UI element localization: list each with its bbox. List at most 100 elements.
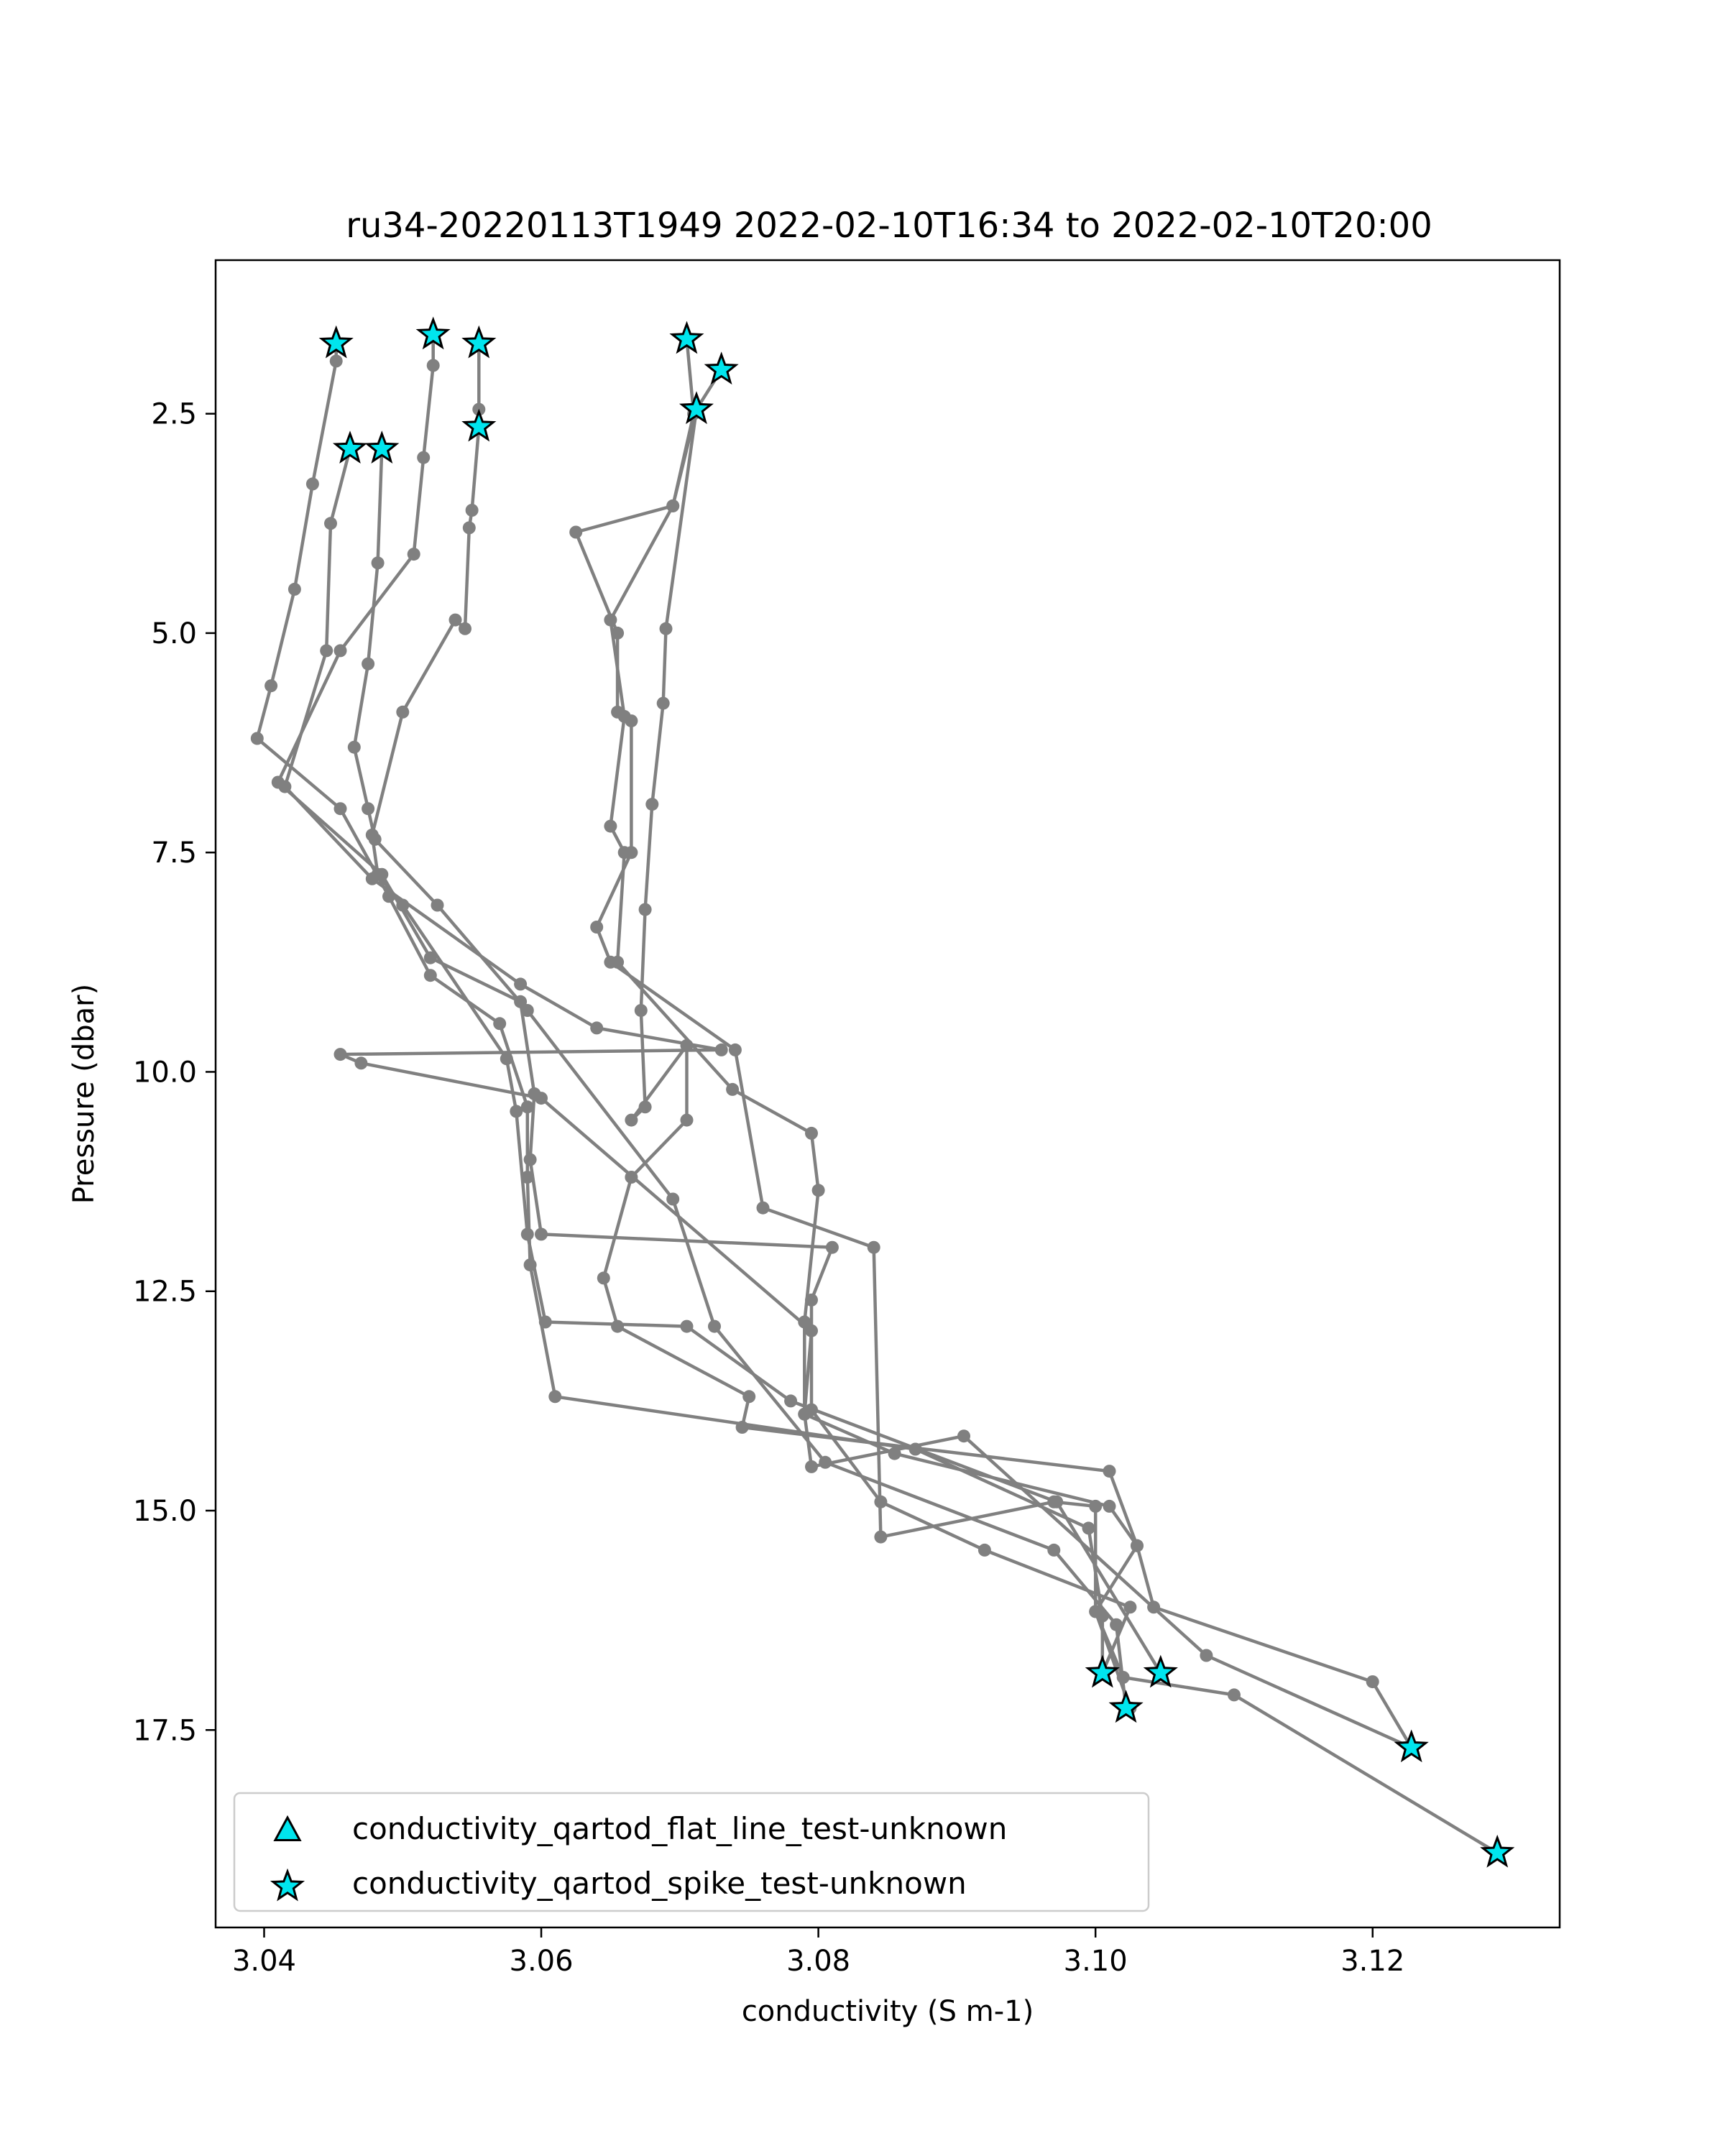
data-point <box>742 1390 756 1404</box>
data-point <box>510 1105 523 1118</box>
data-point <box>659 622 673 635</box>
data-point <box>656 696 670 710</box>
data-point <box>888 1447 901 1460</box>
data-point <box>493 1017 507 1031</box>
data-point <box>1123 1600 1137 1614</box>
x-tick-label: 3.10 <box>1064 1945 1128 1978</box>
legend-box <box>233 1792 1150 1912</box>
data-point <box>368 832 382 846</box>
data-point <box>417 451 431 464</box>
data-point <box>1047 1543 1061 1557</box>
data-point <box>362 802 375 816</box>
data-point <box>1082 1521 1095 1535</box>
data-point <box>798 1407 811 1421</box>
data-point <box>590 921 604 934</box>
data-point <box>396 898 410 912</box>
data-point <box>617 709 631 723</box>
data-point <box>1110 1618 1123 1631</box>
data-point <box>347 740 361 754</box>
data-point <box>1047 1495 1061 1508</box>
data-point <box>320 644 334 658</box>
x-tick-label: 3.06 <box>510 1945 574 1978</box>
data-point <box>407 548 420 561</box>
data-point <box>523 1153 537 1166</box>
data-point <box>535 1092 548 1105</box>
data-point <box>784 1394 798 1408</box>
spike-flag-star <box>1480 1834 1515 1868</box>
y-tick-label: 15.0 <box>133 1495 197 1528</box>
spike-flag-star <box>704 351 739 385</box>
data-point <box>819 1455 832 1469</box>
data-point <box>726 1082 740 1096</box>
legend-label: conductivity_qartod_flat_line_test-unkno… <box>352 1811 1007 1846</box>
data-point <box>805 1126 818 1140</box>
profile-line-5 <box>352 448 1128 1708</box>
data-point <box>423 951 437 964</box>
data-point <box>728 1043 742 1056</box>
x-tick-label: 3.08 <box>786 1945 850 1978</box>
data-point <box>362 657 375 671</box>
data-point <box>423 969 437 982</box>
data-point <box>520 1227 534 1241</box>
data-point <box>1228 1688 1241 1702</box>
data-point <box>590 1021 604 1035</box>
y-tick-label: 10.0 <box>133 1056 197 1089</box>
spike-flag-star <box>1143 1654 1178 1688</box>
x-axis-label: conductivity (S m-1) <box>742 1995 1034 2028</box>
data-point <box>978 1543 991 1557</box>
y-tick-label: 7.5 <box>151 837 197 870</box>
data-point <box>514 995 528 1008</box>
spike-flag-star <box>332 430 368 464</box>
legend: conductivity_qartod_flat_line_test-unkno… <box>233 1792 1150 1912</box>
data-point <box>459 622 472 635</box>
data-point <box>382 890 395 903</box>
data-point <box>597 1271 610 1285</box>
data-point <box>825 1240 839 1254</box>
spike-flag-star <box>669 321 704 354</box>
chart-title: ru34-20220113T1949 2022-02-10T16:34 to 2… <box>346 206 1432 246</box>
legend-triangle-marker <box>273 1815 302 1841</box>
data-point <box>1103 1499 1116 1513</box>
data-point <box>680 1319 694 1333</box>
data-point <box>638 903 652 916</box>
data-point <box>354 1056 368 1070</box>
spike-flag-star <box>318 325 354 359</box>
data-point <box>535 1227 548 1241</box>
spike-flag-star <box>461 325 497 359</box>
data-point <box>500 1052 513 1066</box>
data-point <box>811 1184 825 1197</box>
spike-flag-star <box>678 391 714 425</box>
data-point <box>324 517 337 530</box>
data-point <box>520 1171 534 1184</box>
data-point <box>1366 1675 1379 1689</box>
data-point <box>645 798 659 811</box>
y-tick-label: 2.5 <box>151 398 197 431</box>
data-point <box>514 977 528 991</box>
data-point <box>465 504 479 517</box>
data-point <box>305 477 319 491</box>
spike-flag-star <box>415 316 451 350</box>
data-point <box>431 898 444 912</box>
data-point <box>604 819 617 833</box>
data-point <box>756 1201 770 1215</box>
spike-flag-star <box>1085 1654 1120 1688</box>
data-point <box>548 1390 562 1404</box>
data-point <box>1131 1539 1144 1552</box>
data-point <box>396 705 410 719</box>
data-point <box>365 872 379 885</box>
data-point <box>680 1038 694 1052</box>
data-point <box>874 1495 888 1508</box>
data-point <box>520 1100 534 1114</box>
data-point <box>1103 1465 1116 1478</box>
data-point <box>1147 1600 1161 1614</box>
legend-star-marker <box>270 1868 305 1902</box>
legend-label: conductivity_qartod_spike_test-unknown <box>352 1866 967 1901</box>
profile-line-8 <box>602 409 1413 1749</box>
data-point <box>1089 1605 1103 1618</box>
data-point <box>805 1324 818 1337</box>
data-point <box>617 846 631 860</box>
data-point <box>250 732 264 745</box>
y-axis-ticks: 2.5 5.0 7.5 10.0 12.5 15.0 17.5 <box>133 398 216 1747</box>
spike-flag-star <box>364 430 400 464</box>
y-tick-label: 12.5 <box>133 1276 197 1309</box>
